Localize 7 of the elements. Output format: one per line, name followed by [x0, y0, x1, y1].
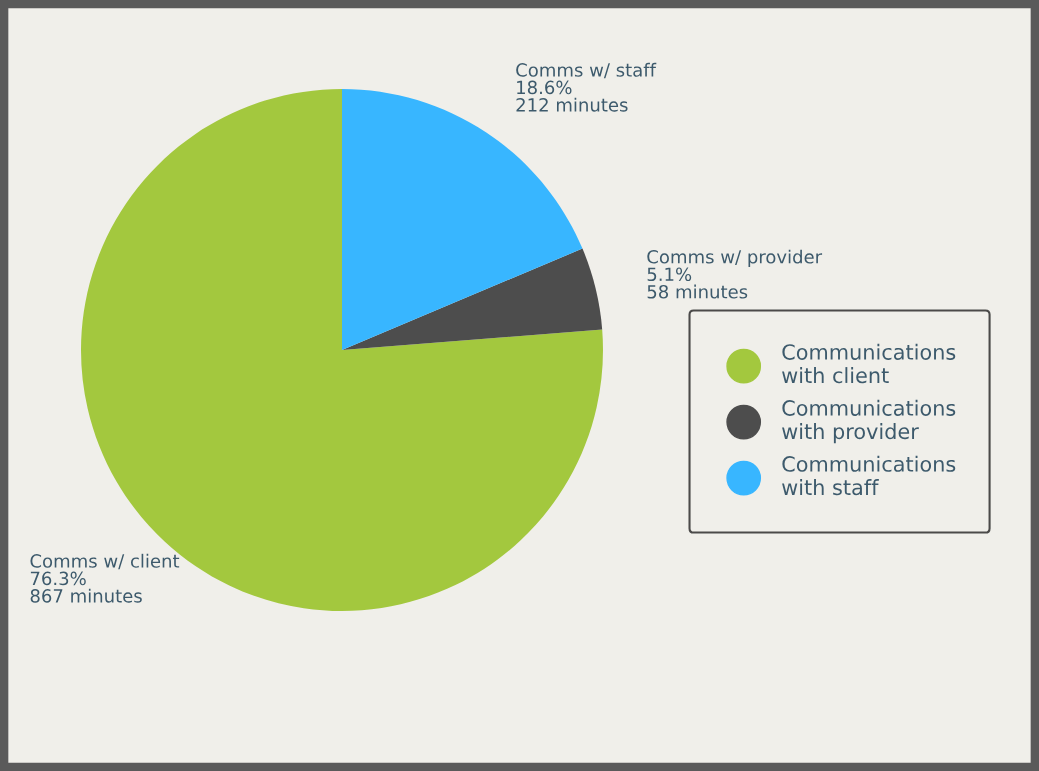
- pie-slice: [342, 248, 603, 350]
- legend-label: Communications with provider: [782, 399, 956, 444]
- data-label: Comms w/ staff 18.6% 212 minutes: [516, 62, 657, 112]
- legend-label: Communications with staff: [782, 455, 956, 496]
- data-label: Comms w/ provider 5.1% 58 minutes: [647, 249, 823, 299]
- legend-label: Communications with client: [782, 343, 956, 384]
- data-label: Comms w/ client 76.3% 867 minutes: [30, 553, 180, 603]
